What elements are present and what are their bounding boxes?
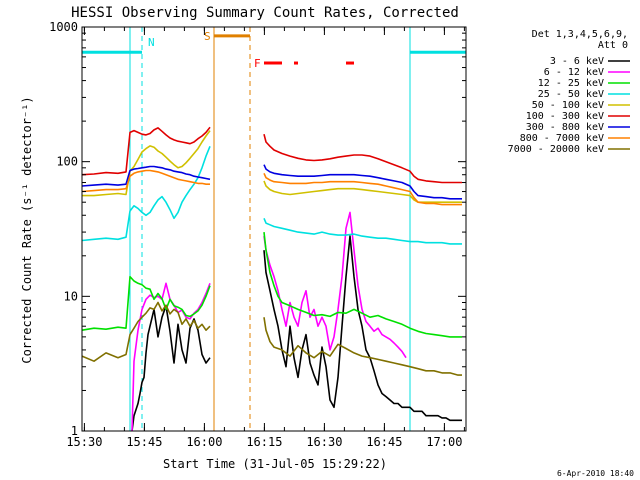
series-line-3-0 (81, 145, 211, 242)
y-axis: 1 10 100 1000 (49, 20, 466, 438)
series-line-6-1 (263, 164, 462, 200)
legend-entry-label-5: 100 - 300 keV (526, 111, 604, 122)
x-tick-label-6: 17:00 (426, 435, 462, 449)
series-line-8-1 (263, 317, 462, 376)
legend-entry-label-7: 800 - 7000 keV (520, 133, 604, 144)
x-tick-label-0: 15:30 (66, 435, 102, 449)
legend-entry-label-6: 300 - 800 keV (526, 122, 604, 133)
series-line-1-1 (263, 211, 407, 359)
legend-entry-label-4: 50 - 100 keV (532, 100, 604, 111)
chart-title: HESSI Observing Summary Count Rates, Cor… (71, 5, 459, 21)
series-line-2-0 (81, 275, 211, 331)
series-line-7-0 (81, 169, 210, 193)
x-tick-label-4: 16:30 (306, 435, 342, 449)
x-axis-label: Start Time (31-Jul-05 15:29:22) (163, 457, 387, 471)
series-line-0-1 (263, 235, 462, 422)
y-axis-label: Corrected Count Rate (s⁻¹ detector⁻¹) (20, 96, 34, 363)
series-line-8-0 (81, 301, 211, 363)
legend-header-1: Att 0 (598, 40, 628, 51)
y-tick-label-1: 10 (64, 289, 78, 303)
legend-entry-label-0: 3 - 6 keV (550, 56, 604, 67)
series-group (81, 126, 462, 432)
timestamp: 6-Apr-2010 18:40 (557, 469, 634, 478)
flag-label-F: F (254, 57, 261, 70)
legend-entry-label-2: 12 - 25 keV (538, 78, 604, 89)
series-line-5-1 (263, 134, 462, 184)
series-line-5-0 (81, 126, 211, 176)
x-axis: 15:30 15:45 16:00 16:15 16:30 16:45 17:00 (66, 27, 465, 449)
x-tick-label-3: 16:15 (246, 435, 282, 449)
series-line-4-1 (263, 180, 462, 203)
legend-entry-label-1: 6 - 12 keV (544, 67, 604, 78)
series-line-4-0 (82, 130, 211, 197)
series-line-2-1 (263, 232, 462, 338)
x-tick-label-5: 16:45 (366, 435, 402, 449)
y-tick-label-3: 1000 (49, 20, 78, 34)
y-tick-label-0: 1 (71, 424, 78, 438)
x-tick-label-2: 16:00 (186, 435, 222, 449)
flag-label-N: N (148, 36, 155, 49)
flag-label-S: S (204, 30, 211, 43)
y-tick-label-2: 100 (56, 155, 78, 169)
x-tick-label-1: 15:45 (126, 435, 162, 449)
plot-frame (81, 26, 467, 432)
legend-entry-label-3: 25 - 50 keV (538, 89, 604, 100)
series-line-7-1 (263, 172, 462, 206)
flag-markers: N S F (82, 30, 466, 70)
legend-entry-label-8: 7000 - 20000 keV (508, 144, 604, 155)
series-line-3-1 (263, 217, 462, 245)
plot-area (82, 27, 466, 431)
legend-header-0: Det 1,3,4,5,6,9, (532, 29, 628, 40)
series-line-6-0 (81, 165, 211, 187)
